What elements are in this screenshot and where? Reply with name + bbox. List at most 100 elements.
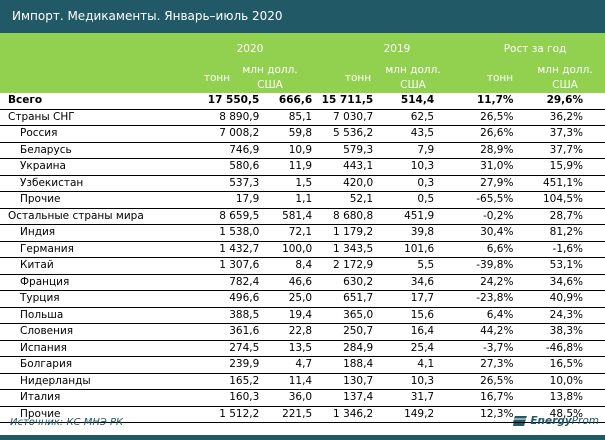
cell-u2020: 13,5 (259, 340, 313, 357)
table-row: Всего 17 550,5 666,6 15 711,5 514,4 11,7% 29,6… (0, 93, 605, 110)
table-row: Словения 361,6 22,8 250,7 16,4 44,2% 38,3% (0, 323, 605, 341)
cell-t2019: 5 536,2 (312, 125, 374, 143)
table-row: Беларусь 746,9 10,9 579,3 7,9 28,9% 37,7% (0, 142, 605, 159)
cell-t2019: 365,0 (312, 307, 374, 324)
cell-t2019: 579,3 (312, 142, 374, 159)
cell-gu: 13,8% (513, 389, 605, 407)
cell-u2020: 85,1 (259, 109, 313, 126)
cell-u2019: 43,5 (373, 125, 435, 143)
cell-u2019: 451,9 (373, 208, 435, 225)
cell-u2019: 4,1 (373, 356, 435, 374)
cell-t2020: 239,9 (198, 356, 260, 374)
cell-t2020: 537,3 (198, 175, 260, 192)
row-name: Прочие (0, 191, 199, 209)
cell-gu: 104,5% (513, 191, 605, 209)
cell-u2019: 149,2 (373, 406, 435, 423)
cell-t2019: 420,0 (312, 175, 374, 192)
header-tons-growth: тонн (486, 72, 514, 84)
cell-t2019: 2 172,9 (312, 257, 374, 275)
cell-u2020: 59,8 (259, 125, 313, 143)
cell-gt: -3,7% (434, 340, 514, 357)
cell-t2020: 160,3 (198, 389, 260, 407)
cell-u2019: 15,6 (373, 307, 435, 324)
table-row: Китай 1 307,6 8,4 2 172,9 5,5 -39,8% 53,1% (0, 257, 605, 275)
cell-t2019: 284,9 (312, 340, 374, 357)
cell-u2019: 101,6 (373, 241, 435, 258)
cell-gu: 16,5% (513, 356, 605, 374)
cell-gt: -39,8% (434, 257, 514, 275)
row-name: Болгария (0, 356, 199, 374)
row-name: Индия (0, 224, 199, 242)
cell-gt: 44,2% (434, 323, 514, 341)
cell-u2020: 1,5 (259, 175, 313, 192)
cell-t2020: 496,6 (198, 290, 260, 308)
cell-gt: -23,8% (434, 290, 514, 308)
cell-u2019: 34,6 (373, 274, 435, 291)
cell-t2019: 1 346,2 (312, 406, 374, 423)
cell-u2019: 16,4 (373, 323, 435, 341)
cell-t2019: 137,4 (312, 389, 374, 407)
cell-u2020: 10,9 (259, 142, 313, 159)
cell-gt: 27,9% (434, 175, 514, 192)
table-header: 2020 2019 Рост за год тонн млн долл. США … (0, 33, 605, 93)
cell-t2020: 782,4 (198, 274, 260, 291)
cell-gu: 53,1% (513, 257, 605, 275)
table-title: Импорт. Медикаменты. Январь–июль 2020 (0, 0, 605, 33)
cell-t2019: 188,4 (312, 356, 374, 374)
cell-gu: 29,6% (513, 93, 605, 110)
logo-mark-icon (513, 416, 528, 426)
cell-t2020: 746,9 (198, 142, 260, 159)
cell-u2019: 0,3 (373, 175, 435, 192)
cell-u2019: 10,3 (373, 373, 435, 390)
cell-u2019: 10,3 (373, 158, 435, 176)
cell-u2020: 221,5 (259, 406, 313, 423)
header-group-2020: 2020 (236, 43, 264, 55)
cell-gu: 24,3% (513, 307, 605, 324)
header-usd-growth: млн долл. США (537, 64, 593, 91)
cell-gu: 15,9% (513, 158, 605, 176)
table-row: Остальные страны мира 8 659,5 581,4 8 680,8… (0, 208, 605, 225)
cell-gu: 36,2% (513, 109, 605, 126)
cell-u2019: 25,4 (373, 340, 435, 357)
row-name: Италия (0, 389, 199, 407)
cell-u2020: 36,0 (259, 389, 313, 407)
cell-gu: -46,8% (513, 340, 605, 357)
cell-gt: 27,3% (434, 356, 514, 374)
cell-t2019: 443,1 (312, 158, 374, 176)
row-name: Беларусь (0, 142, 199, 159)
table-row: Прочие 17,9 1,1 52,1 0,5 -65,5% 104,5% (0, 191, 605, 209)
cell-t2019: 15 711,5 (312, 93, 374, 110)
cell-t2019: 1 343,5 (312, 241, 374, 258)
cell-t2019: 630,2 (312, 274, 374, 291)
cell-u2019: 514,4 (373, 93, 435, 110)
energyprom-logo: EnergyProm (513, 415, 599, 427)
cell-t2019: 8 680,8 (312, 208, 374, 225)
cell-t2020: 165,2 (198, 373, 260, 390)
cell-gu: 451,1% (513, 175, 605, 192)
cell-u2020: 11,4 (259, 373, 313, 390)
cell-t2020: 1 432,7 (198, 241, 260, 258)
cell-gt: 26,5% (434, 373, 514, 390)
header-group-growth: Рост за год (503, 43, 567, 55)
table-row: Россия 7 008,2 59,8 5 536,2 43,5 26,6% 37,3% (0, 125, 605, 143)
cell-u2020: 8,4 (259, 257, 313, 275)
cell-t2019: 130,7 (312, 373, 374, 390)
cell-gu: 10,0% (513, 373, 605, 390)
header-tons-2020: тонн (203, 72, 231, 84)
cell-t2020: 388,5 (198, 307, 260, 324)
table-row: Индия 1 538,0 72,1 1 179,2 39,8 30,4% 81,2% (0, 224, 605, 242)
table-row: Прочие 1 512,2 221,5 1 346,2 149,2 12,3% 48,5% (0, 406, 605, 423)
row-name: Франция (0, 274, 199, 291)
table-row: Испания 274,5 13,5 284,9 25,4 -3,7% -46,8% (0, 340, 605, 357)
cell-t2020: 1 538,0 (198, 224, 260, 242)
import-table: Всего 17 550,5 666,6 15 711,5 514,4 11,7% 29,6… (0, 93, 605, 423)
cell-gt: 24,2% (434, 274, 514, 291)
table-row: Украина 580,6 11,9 443,1 10,3 31,0% 15,9% (0, 158, 605, 176)
cell-gu: 48,5% (513, 406, 605, 423)
cell-u2019: 7,9 (373, 142, 435, 159)
cell-gu: 40,9% (513, 290, 605, 308)
cell-u2019: 5,5 (373, 257, 435, 275)
cell-t2020: 7 008,2 (198, 125, 260, 143)
cell-u2020: 4,7 (259, 356, 313, 374)
cell-gt: 28,9% (434, 142, 514, 159)
